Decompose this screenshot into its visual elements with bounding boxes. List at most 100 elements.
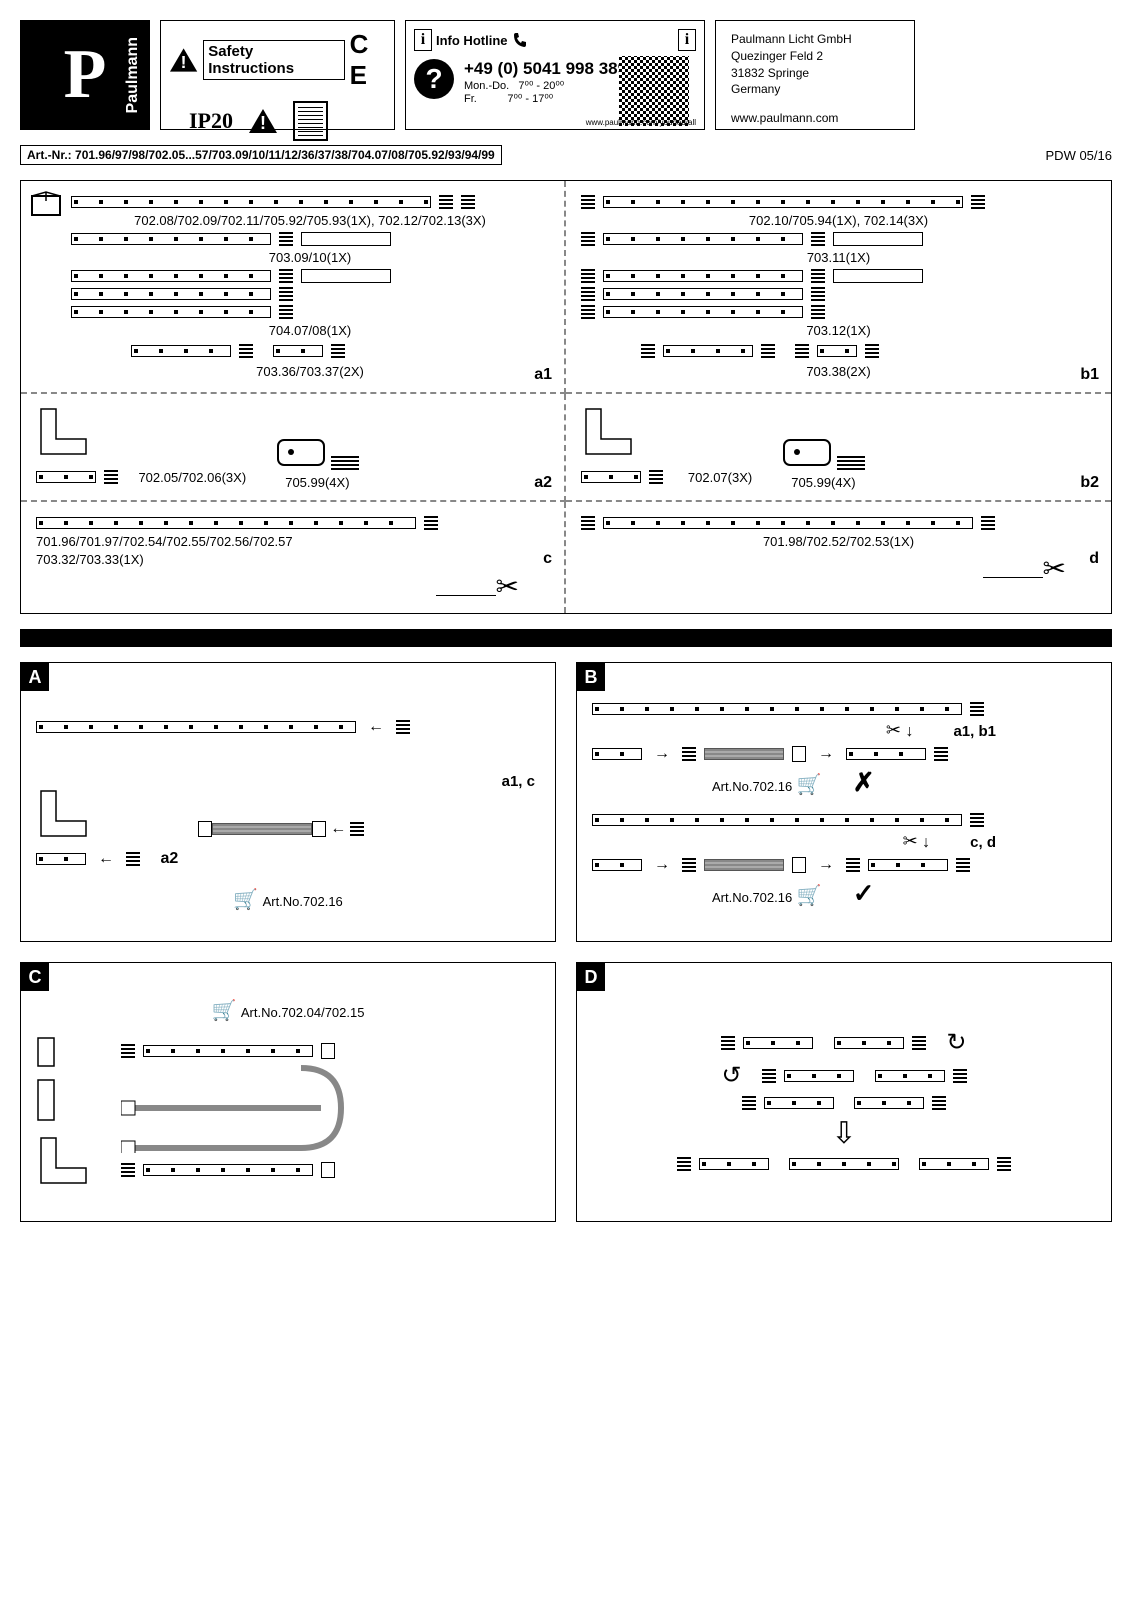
plug-icon	[36, 1033, 56, 1068]
company-addr2: 31832 Springe	[731, 65, 899, 82]
c-label2: 703.32/703.33(1X)	[36, 552, 549, 567]
tag-a1: a1	[534, 366, 552, 384]
phone-icon	[512, 31, 530, 49]
question-icon: ?	[414, 59, 454, 99]
arrow-right-icon	[814, 745, 838, 763]
cart-icon: 🛒	[212, 1000, 237, 1022]
tag-b1: b1	[1080, 366, 1099, 384]
kit-cell-b1: 702.10/705.94(1X), 702.14(3X) 703.11(1X)…	[566, 181, 1111, 394]
document-icon	[293, 101, 328, 141]
kit-cell-a2: 702.05/702.06(3X) 705.99(4X) a2	[21, 394, 566, 502]
b2-right: 705.99(4X)	[782, 475, 864, 490]
clip-icon	[782, 430, 832, 470]
art-nr-bar: Art.-Nr.: 701.96/97/98/702.05...57/703.0…	[20, 145, 1112, 165]
ref-a2: a2	[160, 850, 178, 868]
curve-arrow-icon: ↺	[721, 1061, 741, 1090]
cart-art-a: Art.No.702.16	[263, 894, 343, 909]
hours-weekday-time: 7⁰⁰ - 20⁰⁰	[518, 80, 564, 92]
l-connector-icon	[36, 786, 91, 841]
step-letter-a: A	[21, 663, 49, 691]
brand-name: Paulmann	[124, 37, 142, 113]
tag-d: d	[1089, 550, 1099, 568]
safety-box: ! Safety Instructions C E IP20 !	[160, 20, 395, 130]
b1-label1: 702.10/705.94(1X), 702.14(3X)	[581, 213, 1096, 228]
cart-art-b1: Art.No.702.16	[712, 779, 792, 794]
scissors-icon: ✂	[1043, 553, 1066, 584]
arrow-left-icon	[94, 850, 118, 868]
ref-cd: c, d	[970, 834, 996, 851]
company-country: Germany	[731, 81, 899, 98]
brand-logo: P Paulmann	[20, 20, 150, 130]
cart-icon: 🛒	[233, 889, 258, 911]
cart-art-c: Art.No.702.04/702.15	[241, 1005, 365, 1020]
scissors-icon: ✂	[886, 720, 901, 740]
warning-icon-2: !	[248, 108, 278, 134]
b2-left: 702.07(3X)	[688, 470, 752, 485]
step-box-c: C 🛒 Art.No.702.04/702.15	[20, 962, 556, 1222]
curve-arrow-icon: ↻	[946, 1028, 966, 1057]
step-box-b: B ✂ ↓ a1, b1 Art.No.702.16 🛒 ✗ ✂ ↓ c, d …	[576, 662, 1112, 942]
a1-label3: 704.07/08(1X)	[71, 323, 549, 338]
b1-label3: 703.12(1X)	[581, 323, 1096, 338]
svg-text:!: !	[181, 52, 187, 72]
arrow-right-icon	[814, 856, 838, 874]
qr-code	[619, 56, 689, 126]
company-addr1: Quezinger Feld 2	[731, 48, 899, 65]
kit-cell-a1: 702.08/702.09/702.11/705.92/705.93(1X), …	[21, 181, 566, 394]
down-arrow-icon: ⇩	[831, 1117, 856, 1150]
l-connector-icon	[36, 1133, 91, 1188]
step-box-d: D ↻ ↺ ⇩	[576, 962, 1112, 1222]
a2-left: 702.05/702.06(3X)	[138, 470, 246, 485]
x-mark-icon: ✗	[853, 767, 875, 797]
qr-url: www.paulmann.com/yourled/all	[586, 118, 696, 127]
cart-icon: 🛒	[797, 885, 822, 907]
hotline-box: i Info Hotline ? +49 (0) 5041 998 389 Mo…	[405, 20, 705, 130]
a2-right: 705.99(4X)	[276, 475, 358, 490]
b1-label2: 703.11(1X)	[581, 250, 1096, 265]
hours-weekday-label: Mon.-Do.	[464, 80, 509, 92]
c-label1: 701.96/701.97/702.54/702.55/702.56/702.5…	[36, 534, 549, 549]
hotline-label: Info Hotline	[436, 33, 508, 48]
a1-label4: 703.36/703.37(2X)	[71, 364, 549, 379]
ref-a1b1: a1, b1	[953, 723, 996, 740]
check-mark-icon: ✓	[853, 878, 875, 908]
d-label1: 701.98/702.52/702.53(1X)	[581, 534, 1096, 549]
ref-a1c: a1, c	[502, 773, 535, 790]
kit-cell-b2: 702.07(3X) 705.99(4X) b2	[566, 394, 1111, 502]
step-letter-b: B	[577, 663, 605, 691]
info-icon-right: i	[678, 29, 696, 51]
pdw-label: PDW 05/16	[1046, 148, 1112, 163]
tag-c: c	[543, 550, 552, 568]
svg-text:!: !	[260, 113, 266, 133]
hours-friday-time: 7⁰⁰ - 17⁰⁰	[507, 93, 553, 105]
l-connector-icon	[581, 404, 636, 459]
cart-icon: 🛒	[797, 774, 822, 796]
step-letter-c: C	[21, 963, 49, 991]
ip-rating: IP20	[189, 108, 233, 134]
step-letter-d: D	[577, 963, 605, 991]
separator-bar	[20, 629, 1112, 647]
tag-a2: a2	[534, 474, 552, 492]
arrow-left-icon	[364, 718, 388, 736]
l-connector-icon	[36, 404, 91, 459]
step-box-a: A a1, c a2 🛒 Art.No.702.16	[20, 662, 556, 942]
kit-cell-d: 701.98/702.52/702.53(1X) d ✂	[566, 502, 1111, 613]
clip-icon	[276, 430, 326, 470]
controller-icon	[36, 1078, 56, 1123]
safety-label: Safety Instructions	[203, 40, 344, 80]
company-box: Paulmann Licht GmbH Quezinger Feld 2 318…	[715, 20, 915, 130]
tag-b2: b2	[1080, 474, 1099, 492]
company-web: www.paulmann.com	[731, 110, 899, 127]
header-row: P Paulmann ! Safety Instructions C E IP2…	[20, 20, 1112, 130]
ce-mark: C E	[350, 29, 386, 91]
scissors-icon: ✂	[903, 831, 918, 851]
scissors-icon: ✂	[496, 571, 519, 602]
a1-label1: 702.08/702.09/702.11/705.92/705.93(1X), …	[71, 213, 549, 228]
hotline-phone: +49 (0) 5041 998 389	[464, 59, 627, 79]
cart-art-b2: Art.No.702.16	[712, 890, 792, 905]
splitter-cable-icon	[121, 1063, 361, 1153]
b1-label4: 703.38(2X)	[581, 364, 1096, 379]
arrow-left-icon	[326, 820, 350, 838]
hours-friday-label: Fr.	[464, 93, 477, 105]
kit-overview: 702.08/702.09/702.11/705.92/705.93(1X), …	[20, 180, 1112, 614]
